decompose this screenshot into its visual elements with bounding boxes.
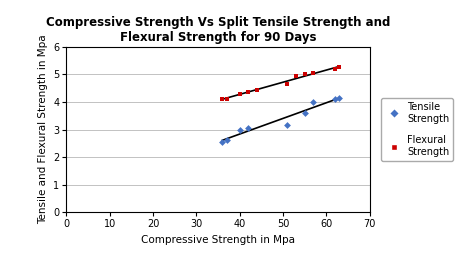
Point bbox=[236, 91, 244, 96]
Point bbox=[219, 97, 226, 101]
Point bbox=[245, 126, 252, 130]
Point bbox=[310, 100, 317, 104]
Point bbox=[236, 127, 244, 132]
Point bbox=[223, 97, 230, 101]
Title: Compressive Strength Vs Split Tensile Strength and
Flexural Strength for 90 Days: Compressive Strength Vs Split Tensile St… bbox=[46, 16, 390, 44]
Point bbox=[292, 74, 300, 78]
Point bbox=[253, 88, 261, 92]
Point bbox=[301, 72, 309, 76]
Point bbox=[336, 96, 343, 100]
X-axis label: Compressive Strength in Mpa: Compressive Strength in Mpa bbox=[141, 235, 295, 245]
Point bbox=[310, 71, 317, 75]
Point bbox=[223, 138, 230, 142]
Y-axis label: Tensile and Flexural Strength in Mpa: Tensile and Flexural Strength in Mpa bbox=[37, 35, 47, 224]
Point bbox=[331, 67, 339, 71]
Point bbox=[283, 123, 291, 127]
Point bbox=[336, 65, 343, 69]
Point bbox=[283, 82, 291, 86]
Point bbox=[301, 111, 309, 115]
Point bbox=[219, 140, 226, 144]
Legend: Tensile
Strength, Flexural
Strength: Tensile Strength, Flexural Strength bbox=[381, 98, 453, 161]
Point bbox=[245, 90, 252, 94]
Point bbox=[331, 97, 339, 101]
